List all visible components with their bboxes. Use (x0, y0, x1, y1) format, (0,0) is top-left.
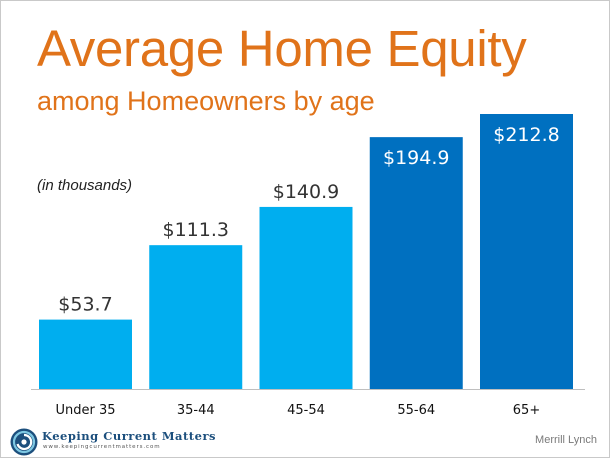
x-tick-label: Under 35 (55, 403, 115, 418)
kcm-logo-url: www.keepingcurrentmatters.com (43, 444, 161, 450)
kcm-logo-icon (10, 428, 38, 456)
bar (369, 137, 463, 389)
bar (149, 245, 243, 389)
chart-subtitle: among Homeowners by age (37, 86, 375, 116)
chart-title: Average Home Equity (37, 20, 527, 77)
data-label: $53.7 (58, 294, 112, 316)
source-credit: Merrill Lynch (535, 434, 597, 446)
kcm-logo-name: Keeping Current Matters (42, 429, 216, 443)
data-label: $111.3 (163, 219, 229, 241)
x-tick-label: 65+ (513, 403, 540, 418)
x-tick-label: 55-64 (397, 403, 435, 418)
x-tick-label: 35-44 (177, 403, 215, 418)
data-label: $212.8 (493, 124, 559, 146)
kcm-logo: Keeping Current Matters www.keepingcurre… (9, 427, 215, 456)
bar (259, 206, 353, 389)
bar-chart: $53.7 Under 35 $111.3 35-44 $140.9 45-54 $194.… (31, 114, 585, 418)
data-label: $140.9 (273, 181, 339, 203)
bar (39, 319, 132, 389)
x-tick-label: 45-54 (287, 403, 325, 418)
data-label: $194.9 (383, 147, 449, 169)
units-note: (in thousands) (37, 177, 133, 194)
bar (480, 114, 573, 389)
